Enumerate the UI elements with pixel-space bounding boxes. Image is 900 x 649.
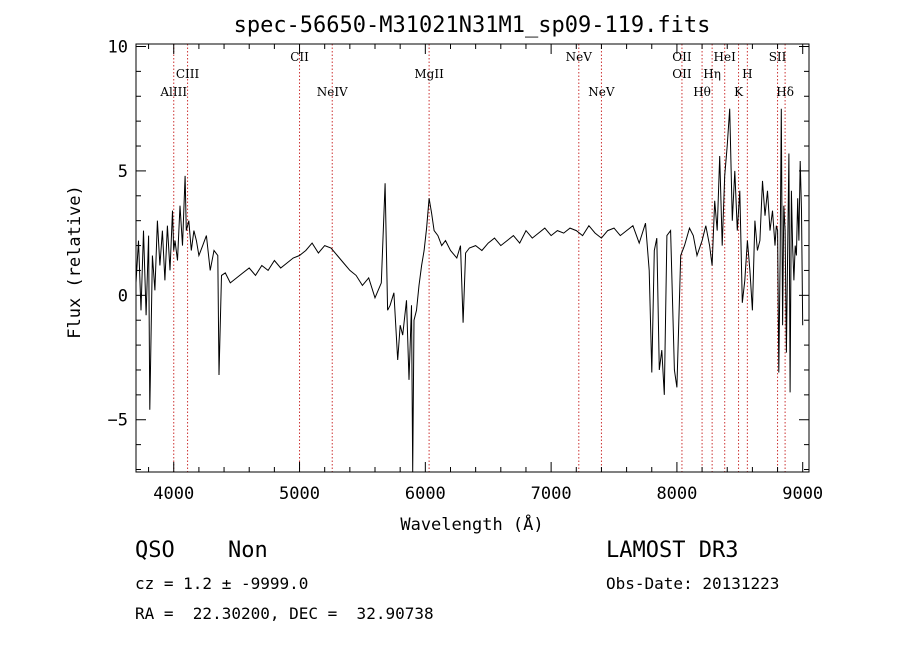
y-tick-label: −5 [108, 411, 128, 431]
x-tick-label: 4000 [153, 484, 194, 504]
y-tick-label: 0 [118, 286, 128, 306]
redshift-line: cz = 1.2 ± -9999.0 [135, 574, 309, 593]
x-tick-label: 6000 [405, 484, 446, 504]
survey-name: LAMOST DR3 [606, 538, 739, 563]
object-subclass: Non [228, 538, 268, 563]
spectral-line-label: NeV [566, 50, 593, 64]
plot-frame [135, 43, 810, 473]
spectral-line-label: K [734, 85, 744, 99]
x-tick-label: 7000 [531, 484, 572, 504]
spectral-line-label: Hη [703, 67, 721, 81]
obs-date: Obs-Date: 20131223 [606, 574, 780, 593]
spectral-line-label: OII [672, 67, 692, 81]
spectral-line-label: SII [769, 50, 787, 64]
x-axis-label: Wavelength (Å) [400, 513, 543, 535]
spectral-line-label: HeI [714, 50, 737, 64]
spectral-line-label: NeV [588, 85, 615, 99]
spectral-line-label: OII [672, 50, 692, 64]
spectral-line-label: H [742, 67, 752, 81]
y-axis-label: Flux (relative) [65, 185, 85, 339]
spectral-line-label: MgII [414, 67, 444, 81]
coordinates: RA = 22.30200, DEC = 32.90738 [135, 604, 434, 623]
spectral-line-label: AlIII [159, 85, 187, 99]
x-tick-label: 9000 [782, 484, 823, 504]
spectral-line-label: Hθ [693, 85, 711, 99]
spectrum-line [135, 108, 804, 473]
y-tick-label: 10 [108, 37, 128, 57]
spectral-line-label: CII [290, 50, 309, 64]
spectral-line-label: NeIV [317, 85, 348, 99]
x-tick-label: 8000 [656, 484, 697, 504]
spectral-line-label: Hδ [776, 85, 794, 99]
x-tick-label: 5000 [279, 484, 320, 504]
object-class: QSO [135, 538, 175, 563]
spectral-line-label: CIII [176, 67, 200, 81]
y-tick-label: 5 [118, 162, 128, 182]
chart-title: spec-56650-M31021N31M1_sp09-119.fits [234, 13, 711, 38]
